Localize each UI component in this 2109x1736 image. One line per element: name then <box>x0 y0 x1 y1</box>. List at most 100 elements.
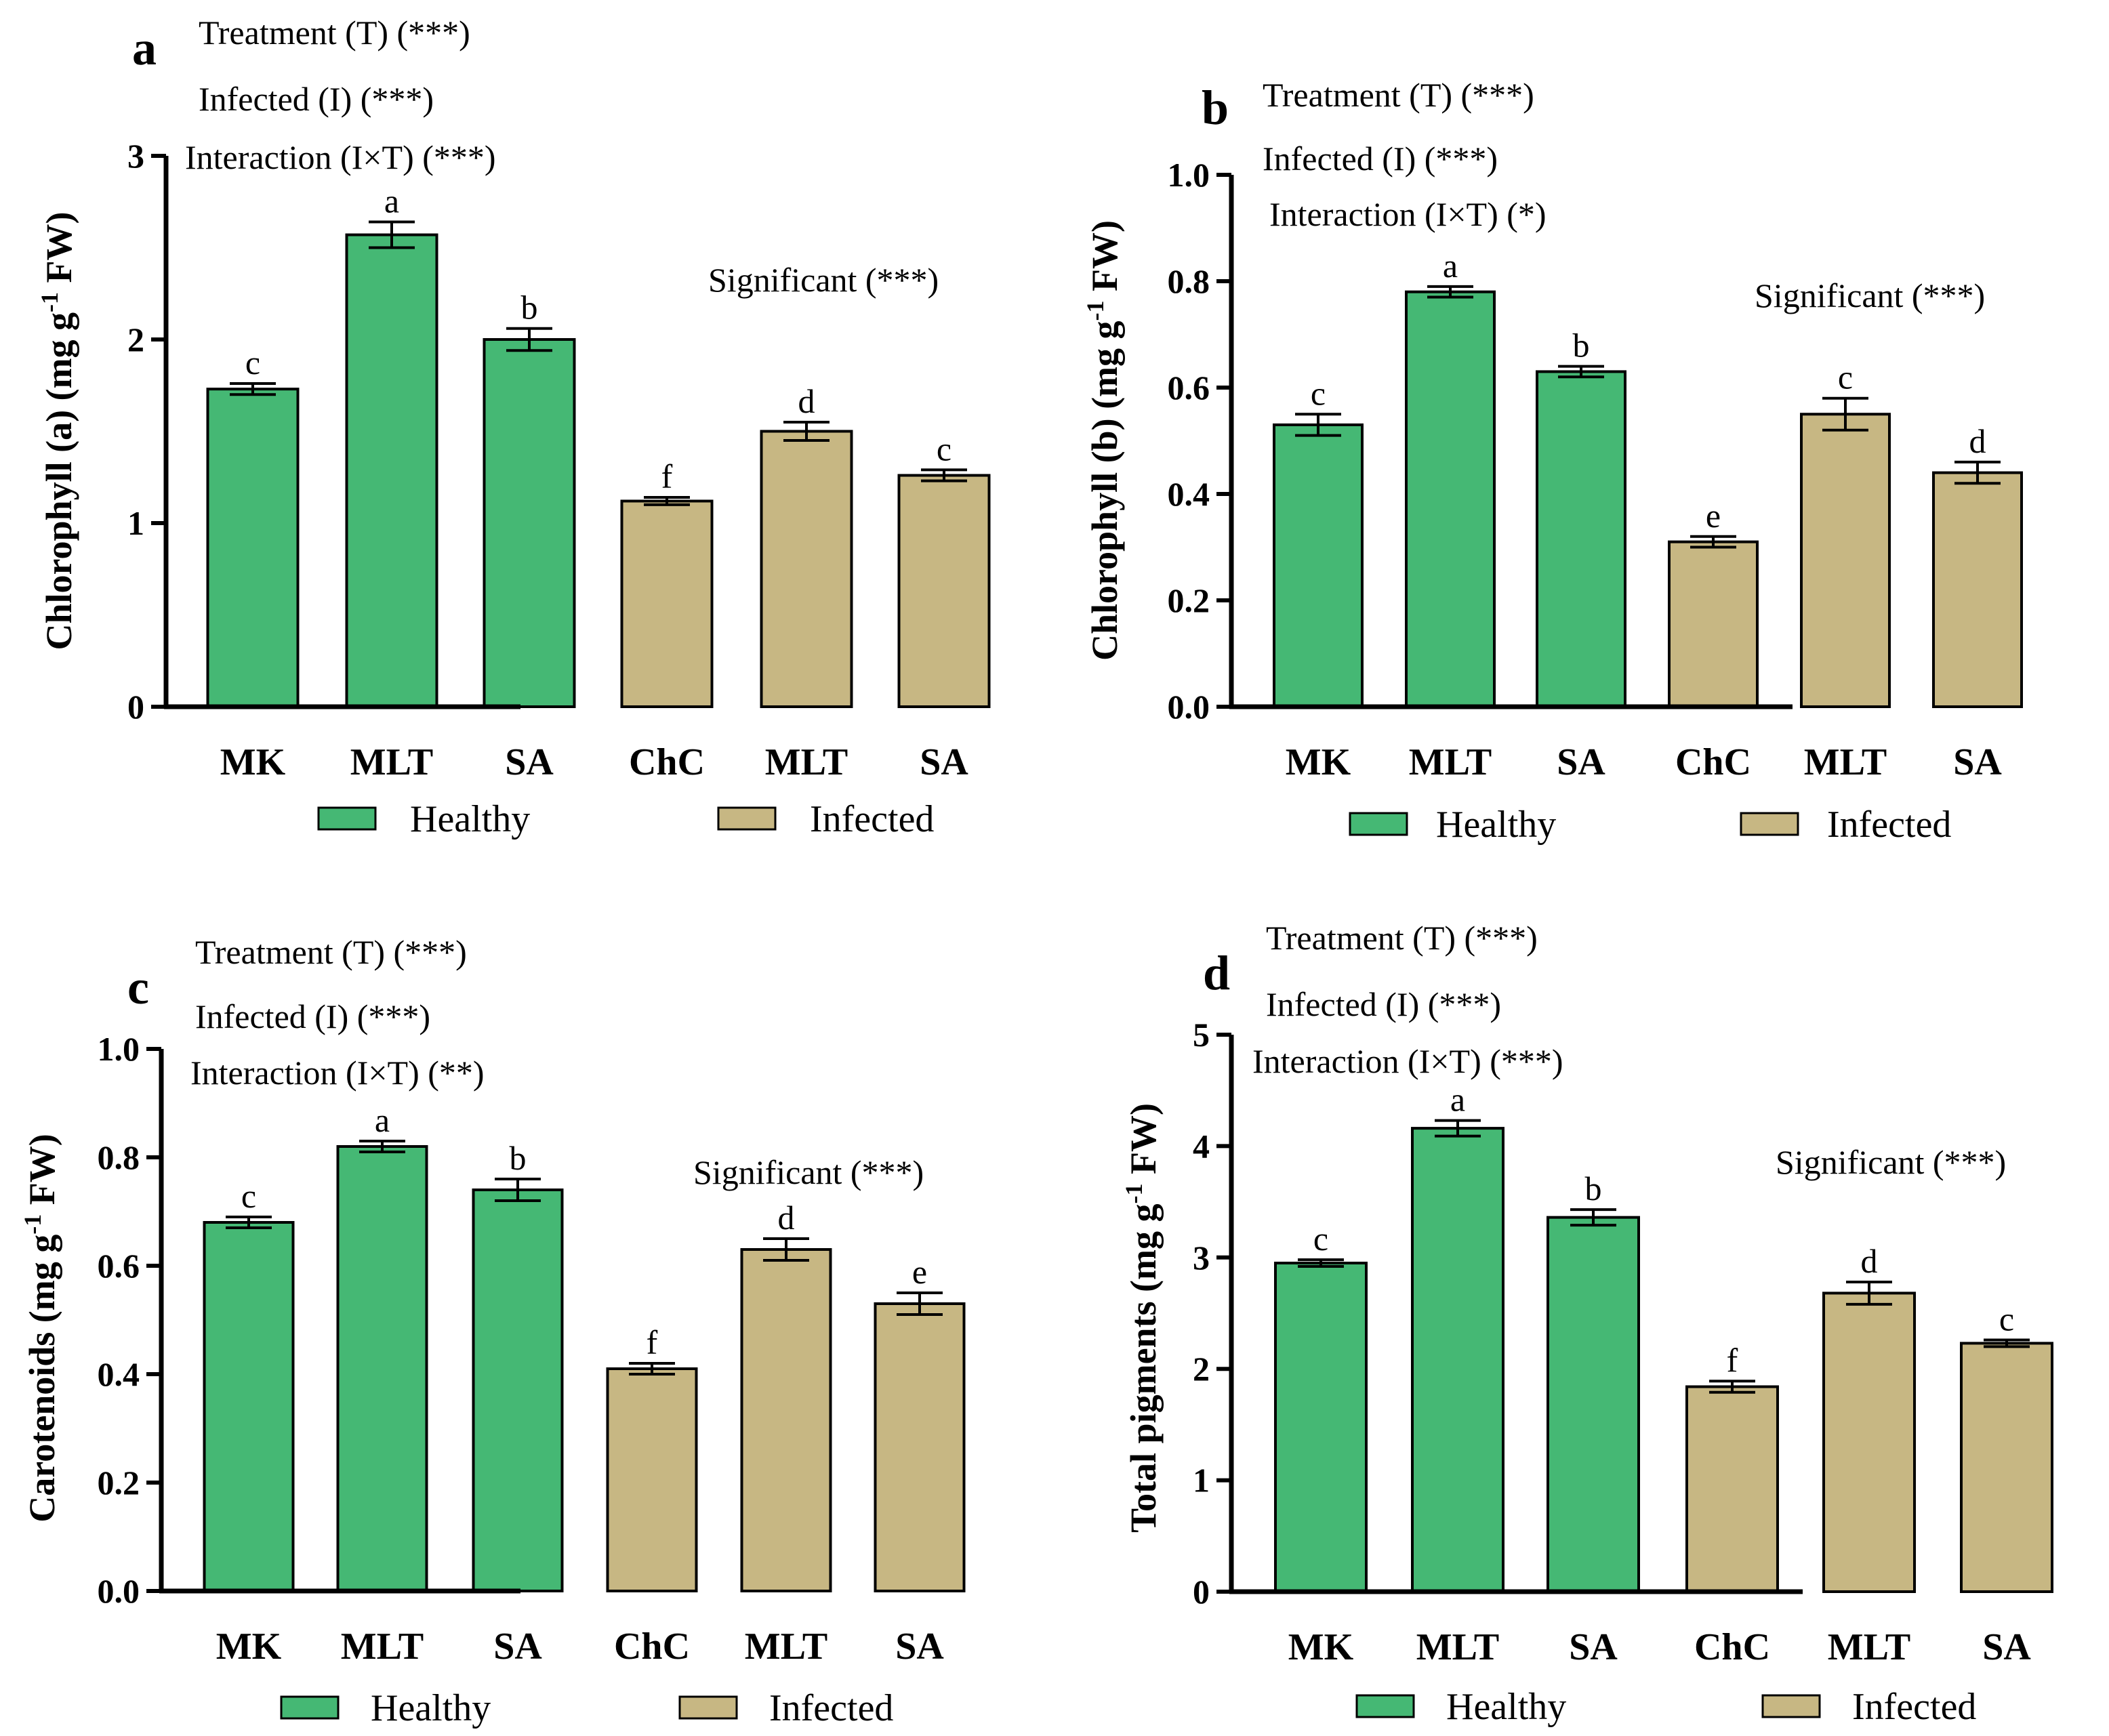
significance-letter: b <box>1573 327 1590 365</box>
x-tick-label: MLT <box>1804 741 1887 783</box>
significance-annotation: Significant (***) <box>1776 1143 2006 1181</box>
y-tick-label: 0.0 <box>1168 688 1210 726</box>
y-axis-label-main: Chlorophyll (a) (mg g <box>39 312 79 650</box>
y-tick-label: 0.0 <box>98 1572 140 1610</box>
y-axis-label: Chlorophyll (b) (mg g-1 FW) <box>1082 220 1125 661</box>
bar-healthy <box>206 388 300 708</box>
bar-infected <box>874 1302 966 1592</box>
x-tick-label: MLT <box>341 1626 424 1668</box>
y-tick-label: 3 <box>127 137 144 175</box>
y-tick-label: 0.2 <box>1168 581 1210 619</box>
y-tick-label: 0.8 <box>98 1138 140 1176</box>
x-tick-label: MLT <box>1409 741 1492 783</box>
y-tick-label: 3 <box>1193 1239 1210 1277</box>
bar-infected <box>1822 1291 1916 1593</box>
panel-letter: b <box>1202 81 1229 135</box>
panels: a Treatment (T) (***) Infected (I) (***) In… <box>19 14 2053 1729</box>
legend-swatch-infected <box>1740 812 1799 836</box>
stat-annotation: Treatment (T) (***) <box>1266 919 1538 957</box>
significance-annotation: Significant (***) <box>1755 276 1985 314</box>
x-tick-label: ChC <box>1694 1626 1770 1668</box>
bar-infected <box>1685 1385 1779 1594</box>
y-tick-label: 2 <box>1193 1350 1210 1388</box>
bar-healthy <box>336 1145 428 1592</box>
panel-letter: a <box>132 21 157 75</box>
bar-healthy <box>1536 370 1626 708</box>
legend-swatch-infected <box>678 1695 738 1720</box>
bar-healthy <box>1411 1127 1504 1593</box>
y-tick-label: 0.4 <box>98 1355 140 1393</box>
panel-letter: c <box>127 960 149 1014</box>
stat-annotation: Infected (I) (***) <box>1263 140 1498 178</box>
panel-letter: d <box>1203 946 1230 1000</box>
bar-healthy <box>1405 290 1496 708</box>
y-axis-label-end: FW) <box>39 212 79 292</box>
x-tick-label: SA <box>920 741 968 783</box>
y-axis-label-main: Chlorophyll (b) (mg g <box>1084 321 1125 661</box>
y-axis-label-end: FW) <box>1123 1103 1164 1183</box>
y-tick-label: 4 <box>1193 1127 1210 1165</box>
y-axis-label: Total pigments (mg g-1 FW) <box>1120 1103 1164 1533</box>
x-tick-label: ChC <box>1675 741 1751 783</box>
legend-label-healthy: Healthy <box>371 1687 491 1729</box>
y-axis-label: Carotenoids (mg g-1 FW) <box>19 1134 62 1522</box>
bar-infected <box>1668 540 1759 709</box>
legend-label-healthy: Healthy <box>1446 1686 1566 1728</box>
significance-letter: d <box>1969 422 1986 460</box>
y-tick-label: 0.8 <box>1168 262 1210 300</box>
legend-swatch-healthy <box>1349 812 1408 836</box>
chart-panel-c: c Treatment (T) (***) Infected (I) (***) In… <box>19 933 966 1729</box>
stat-annotation: Treatment (T) (***) <box>199 14 470 51</box>
bar-infected <box>897 474 991 708</box>
legend-label-infected: Infected <box>810 798 934 840</box>
legend-label-healthy: Healthy <box>1436 804 1556 846</box>
significance-letter: c <box>1999 1300 2014 1338</box>
significance-letter: e <box>912 1253 927 1291</box>
significance-letter: e <box>1706 497 1721 535</box>
x-tick-label: MLT <box>1828 1626 1910 1668</box>
stat-annotation: Interaction (I×T) (***) <box>185 138 496 176</box>
bar-infected <box>1960 1342 2053 1593</box>
x-tick-label: ChC <box>629 741 705 783</box>
stat-annotation: Infected (I) (***) <box>1266 985 1501 1023</box>
y-tick-label: 1 <box>1193 1462 1210 1500</box>
significance-letter: d <box>798 382 815 420</box>
x-tick-label: SA <box>1557 741 1605 783</box>
chart-panel-d: d Treatment (T) (***) Infected (I) (***) In… <box>1120 919 2053 1728</box>
bar-healthy <box>483 338 576 708</box>
legend: Healthy Infected <box>280 1687 893 1729</box>
y-tick-label: 1.0 <box>98 1030 140 1068</box>
bar-healthy <box>203 1221 295 1592</box>
y-axis-label-superscript: -1 <box>36 292 63 312</box>
legend: Healthy Infected <box>1349 804 1951 846</box>
stat-annotation: Treatment (T) (***) <box>195 933 467 971</box>
x-tick-label: MLT <box>745 1626 827 1668</box>
legend: Healthy Infected <box>1355 1686 1976 1728</box>
significance-letter: f <box>1727 1341 1738 1379</box>
x-tick-label: SA <box>895 1626 944 1668</box>
stat-annotation: Interaction (I×T) (***) <box>1252 1042 1563 1080</box>
legend-swatch-healthy <box>1355 1694 1415 1718</box>
y-tick-label: 0.6 <box>1168 369 1210 407</box>
significance-letter: d <box>778 1199 795 1237</box>
chart-panel-b: b Treatment (T) (***) Infected (I) (***) In… <box>1082 76 2023 846</box>
significance-letter: b <box>521 289 538 327</box>
bar-infected <box>620 499 714 708</box>
bar-infected <box>740 1248 832 1592</box>
y-axis-label-superscript: -1 <box>1082 300 1109 321</box>
legend-swatch-infected <box>1761 1694 1821 1718</box>
bar-healthy <box>1273 423 1364 708</box>
y-axis-label-main: Carotenoids (mg g <box>22 1235 62 1523</box>
significance-letter: f <box>661 457 673 495</box>
bar-healthy <box>472 1189 564 1592</box>
y-axis-label-superscript: -1 <box>1120 1183 1147 1203</box>
y-axis-label-end: FW) <box>22 1134 62 1214</box>
y-axis-label-end: FW) <box>1084 220 1125 300</box>
bar-healthy <box>345 233 438 708</box>
x-tick-label: SA <box>505 741 554 783</box>
x-tick-label: SA <box>1953 741 2002 783</box>
y-tick-label: 0.2 <box>98 1464 140 1502</box>
x-tick-label: ChC <box>614 1626 690 1668</box>
